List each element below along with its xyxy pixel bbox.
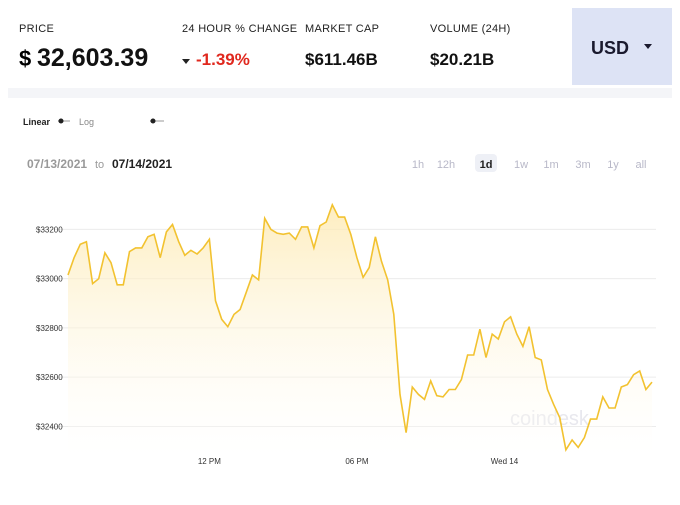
range-button[interactable]: 1y: [607, 159, 619, 171]
y-tick-label: $33200: [36, 225, 63, 234]
range-active-bg: [475, 154, 497, 172]
volume-value: $20.21B: [430, 50, 494, 69]
date-sep: to: [95, 159, 104, 171]
range-button[interactable]: 1d: [480, 159, 493, 171]
scale-log[interactable]: Log: [79, 117, 94, 127]
change-value: -1.39%: [196, 50, 250, 69]
down-arrow: [182, 59, 190, 64]
caret: [644, 44, 652, 49]
y-tick-label: $32400: [36, 422, 63, 431]
change-label: 24 HOUR % CHANGE: [182, 23, 297, 35]
range-button[interactable]: 1m: [543, 159, 558, 171]
price-line: [67, 202, 653, 452]
date-to[interactable]: 07/14/2021: [112, 157, 172, 171]
area-fill: [68, 204, 652, 456]
x-tick-label: 12 PM: [198, 457, 221, 466]
price-label: PRICE: [19, 23, 54, 35]
range-button[interactable]: 1h: [412, 159, 424, 171]
y-tick-label: $33000: [36, 275, 63, 284]
currency-button[interactable]: [572, 8, 672, 85]
price-amount: 32,603.39: [37, 44, 148, 72]
range-button[interactable]: all: [635, 159, 646, 171]
market-cap-label: MARKET CAP: [305, 23, 379, 35]
separator: [8, 88, 672, 98]
price-currency: $: [19, 46, 31, 71]
toggle-knob[interactable]: [150, 118, 156, 124]
range-button[interactable]: 3m: [575, 159, 590, 171]
y-tick-label: $32800: [36, 324, 63, 333]
toggle-knob[interactable]: [58, 118, 64, 124]
y-tick-label: $32600: [36, 373, 63, 382]
x-tick-label: 06 PM: [345, 457, 368, 466]
market-cap-value: $611.46B: [305, 50, 378, 69]
x-tick-label: Wed 14: [491, 457, 519, 466]
date-from[interactable]: 07/13/2021: [27, 157, 87, 171]
scale-linear[interactable]: Linear: [23, 117, 51, 127]
range-button[interactable]: 1w: [514, 159, 528, 171]
currency-text[interactable]: USD: [591, 38, 629, 58]
volume-label: VOLUME (24H): [430, 23, 511, 35]
range-button[interactable]: 12h: [437, 159, 455, 171]
